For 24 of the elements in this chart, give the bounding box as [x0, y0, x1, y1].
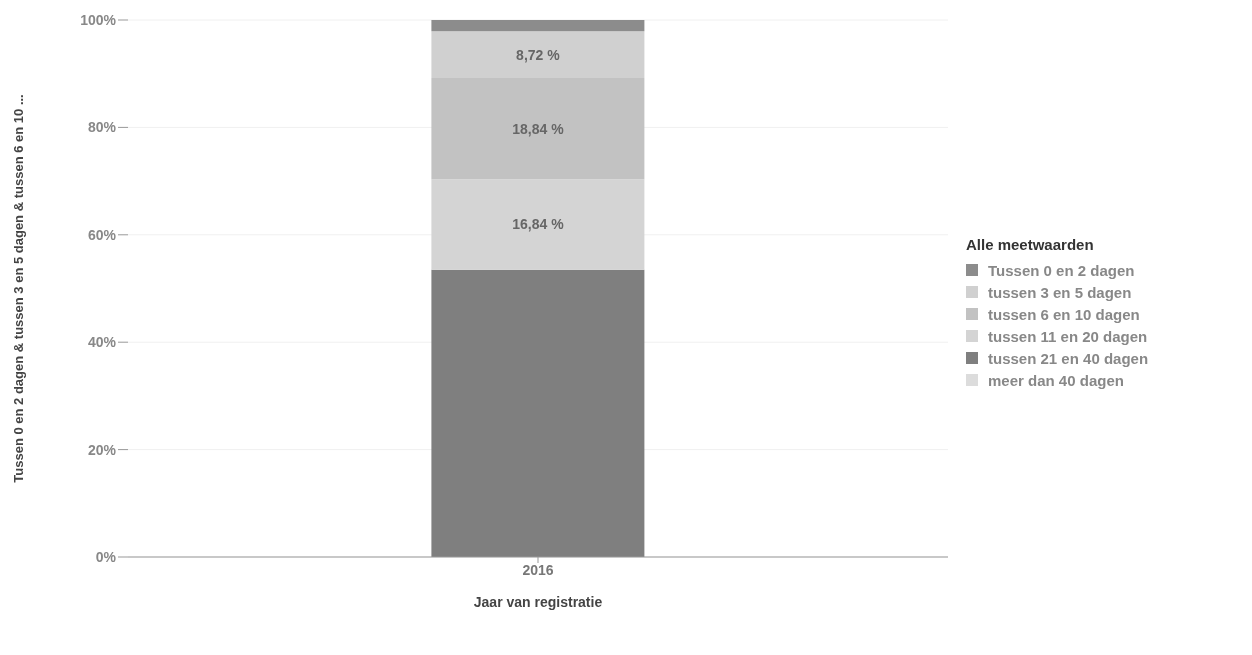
y-tick-label: 40% — [87, 334, 117, 351]
data-label: 18,84 % — [512, 120, 565, 137]
y-tick-label: 20% — [87, 441, 117, 458]
x-tick-label: 2016 — [522, 561, 554, 578]
y-tick-label: 0% — [95, 548, 117, 565]
y-tick-label: 100% — [80, 11, 117, 28]
x-axis-title: Jaar van registratie — [473, 594, 603, 610]
legend-label: tussen 21 en 40 dagen — [987, 348, 1149, 369]
legend-label: tussen 11 en 20 dagen — [987, 326, 1149, 347]
legend-title: Alle meetwaarden — [966, 236, 1095, 253]
bar — [431, 269, 645, 557]
y-axis-title: Tussen 0 en 2 dagen & tussen 3 en 5 dagen & tussen 6 en 10 ... — [10, 94, 26, 483]
legend-label: Tussen 0 en 2 dagen — [987, 260, 1136, 281]
bar — [431, 179, 645, 270]
y-tick-label: 80% — [87, 119, 117, 136]
bar — [431, 20, 645, 32]
data-label: 8,72 % — [516, 46, 561, 63]
bar — [431, 31, 645, 79]
legend-label: tussen 3 en 5 dagen — [987, 282, 1133, 303]
bar — [431, 78, 645, 180]
legend-label: meer dan 40 dagen — [987, 370, 1125, 391]
y-tick-label: 60% — [87, 226, 117, 243]
legend-label: tussen 6 en 10 dagen — [987, 304, 1141, 325]
data-label: 16,84 % — [512, 216, 565, 233]
